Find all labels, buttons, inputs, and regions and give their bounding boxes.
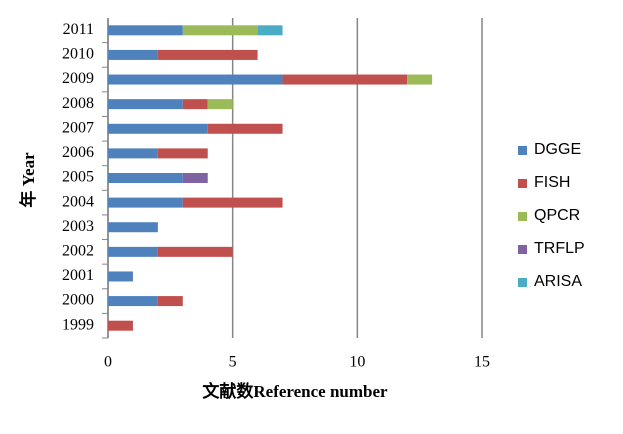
bar-segment <box>157 148 208 159</box>
y-tick-label: 2004 <box>62 193 94 210</box>
x-tick-label: 10 <box>349 354 365 371</box>
y-tick-label: 2007 <box>62 119 94 136</box>
bar-segment <box>108 173 183 183</box>
bar-segment <box>108 246 158 257</box>
legend-label: DGGE <box>534 141 581 158</box>
y-tick-label: 2005 <box>62 169 94 186</box>
legend-label: QPCR <box>534 207 580 224</box>
bar-segment <box>108 25 183 36</box>
bar-segment <box>108 74 283 85</box>
y-tick-label: 2003 <box>62 218 94 235</box>
legend-swatch <box>518 146 527 155</box>
x-tick-label: 0 <box>104 354 112 371</box>
y-tick-label: 2009 <box>62 70 94 87</box>
y-tick-label: 2006 <box>62 144 94 161</box>
bar-segment <box>157 246 233 257</box>
bar-segment <box>182 173 208 183</box>
x-tick-label: 5 <box>229 354 237 371</box>
bar-segment <box>108 296 158 307</box>
bar-segment <box>108 148 158 159</box>
y-tick-label: 1999 <box>62 316 94 333</box>
legend-label: FISH <box>534 174 570 191</box>
y-axis-title: 年 Year <box>18 152 38 208</box>
y-tick-label: 2002 <box>62 243 94 260</box>
legend-swatch <box>518 245 527 254</box>
x-axis-title: 文献数Reference number <box>202 381 388 401</box>
bar-segment <box>182 99 208 110</box>
bar-segment <box>207 123 283 134</box>
bar-segment <box>108 197 183 208</box>
y-tick-label: 2011 <box>63 21 94 38</box>
bar-segment <box>108 49 158 60</box>
legend-swatch <box>518 278 527 287</box>
y-tick-label: 2010 <box>62 46 94 63</box>
bar-segment <box>108 123 208 134</box>
y-tick-label: 2000 <box>62 292 94 309</box>
bar-segment <box>157 296 183 307</box>
legend-swatch <box>518 179 527 188</box>
bar-segment <box>108 222 158 233</box>
bar-segment <box>182 197 283 208</box>
bar-segment <box>182 25 258 36</box>
bar-segment <box>108 271 133 282</box>
bar-segment <box>257 25 283 36</box>
y-tick-label: 2008 <box>62 95 94 112</box>
bar-segment <box>282 74 408 85</box>
bar-segment <box>108 99 183 110</box>
bar-segment <box>157 49 258 60</box>
legend-label: TRFLP <box>534 240 585 257</box>
y-tick-label: 2001 <box>62 267 94 284</box>
bar-segment <box>407 74 433 85</box>
x-tick-label: 15 <box>474 354 490 371</box>
bar-segment <box>207 99 233 110</box>
legend-swatch <box>518 212 527 221</box>
bar-segment <box>108 320 133 331</box>
legend-label: ARISA <box>534 273 582 290</box>
